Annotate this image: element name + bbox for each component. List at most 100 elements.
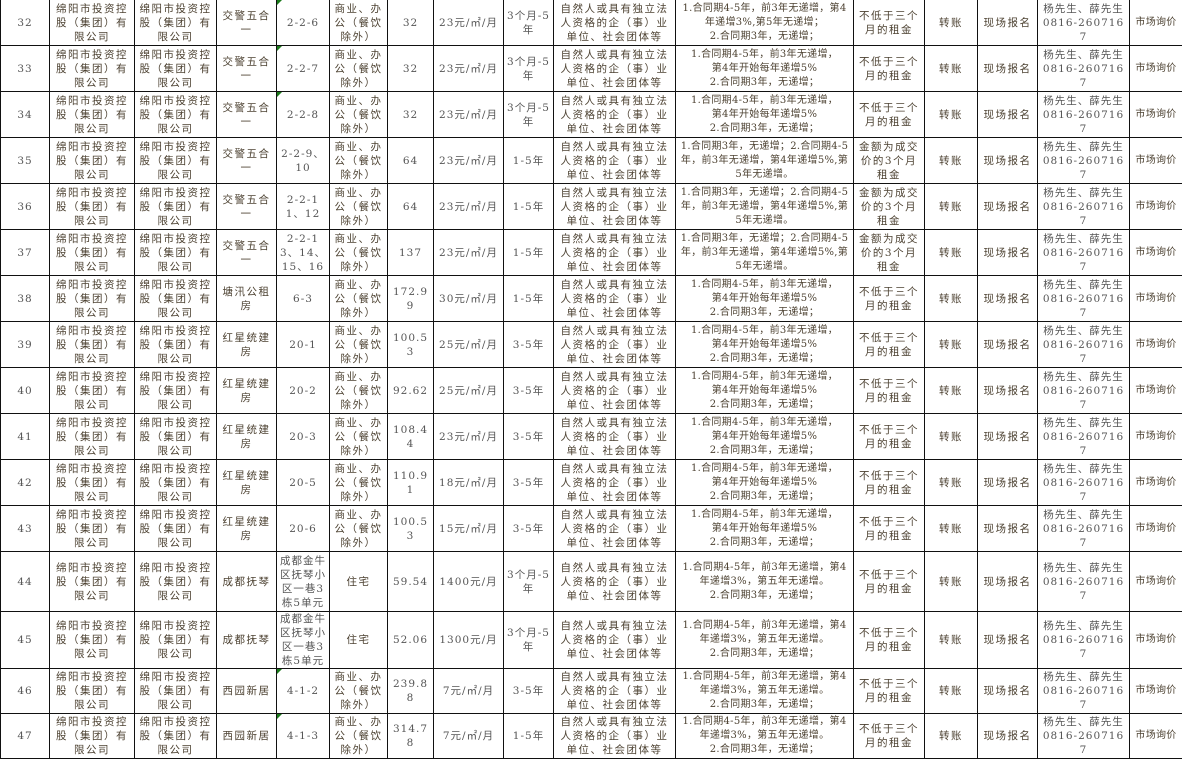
base-price-cell[interactable]: 市场询价 (1129, 367, 1182, 414)
area-cell[interactable]: 239.88 (387, 668, 434, 714)
unit-cell[interactable]: 4-1-2 (276, 668, 330, 714)
row-number[interactable]: 37 (0, 229, 50, 276)
base-price-cell[interactable]: 市场询价 (1129, 668, 1182, 714)
owner-cell[interactable]: 绵阳市投资控股（集团）有限公司 (134, 713, 217, 759)
term-cell[interactable]: 3个月-5年 (503, 551, 554, 612)
use-cell[interactable]: 住宅 (329, 611, 388, 669)
price-cell[interactable]: 25元/㎡/月 (433, 367, 504, 414)
contact-cell[interactable]: 杨先生、薛先生 0816-2607167 (1037, 275, 1130, 322)
price-cell[interactable]: 7元/㎡/月 (433, 713, 504, 759)
requirement-cell[interactable]: 自然人或具有独立法人资格的企（事）业单位、社会团体等 (553, 229, 676, 276)
use-cell[interactable]: 商业、办公（餐饮除外） (329, 229, 388, 276)
row-number[interactable]: 32 (0, 0, 50, 46)
term-cell[interactable]: 3-5年 (503, 367, 554, 414)
payment-cell[interactable]: 转账 (924, 668, 978, 714)
owner-cell[interactable]: 绵阳市投资控股（集团）有限公司 (134, 505, 217, 552)
use-cell[interactable]: 商业、办公（餐饮除外） (329, 91, 388, 138)
project-cell[interactable]: 红星统建房 (216, 413, 277, 460)
increment-cell[interactable]: 1.合同期4-5年，前3年无递增，第4年递增3%，第五年无递增。 2.合同期3年… (675, 551, 854, 612)
project-cell[interactable]: 交警五合一 (216, 229, 277, 276)
unit-cell[interactable]: 2-2-13、14、15、16 (276, 229, 330, 276)
row-number[interactable]: 34 (0, 91, 50, 138)
registration-cell[interactable]: 现场报名 (977, 413, 1038, 460)
term-cell[interactable]: 3-5年 (503, 668, 554, 714)
price-cell[interactable]: 23元/㎡/月 (433, 413, 504, 460)
term-cell[interactable]: 3-5年 (503, 413, 554, 460)
registration-cell[interactable]: 现场报名 (977, 321, 1038, 368)
deposit-cell[interactable]: 不低于三个月的租金 (853, 45, 925, 92)
registration-cell[interactable]: 现场报名 (977, 367, 1038, 414)
price-cell[interactable]: 23元/㎡/月 (433, 229, 504, 276)
contact-cell[interactable]: 杨先生、薛先生 0816-2607167 (1037, 321, 1130, 368)
requirement-cell[interactable]: 自然人或具有独立法人资格的企（事）业单位、社会团体等 (553, 713, 676, 759)
area-cell[interactable]: 92.62 (387, 367, 434, 414)
area-cell[interactable]: 59.54 (387, 551, 434, 612)
requirement-cell[interactable]: 自然人或具有独立法人资格的企（事）业单位、社会团体等 (553, 0, 676, 46)
row-number[interactable]: 47 (0, 713, 50, 759)
payment-cell[interactable]: 转账 (924, 45, 978, 92)
deposit-cell[interactable]: 金额为成交价的3个月租金 (853, 137, 925, 184)
owner-cell[interactable]: 绵阳市投资控股（集团）有限公司 (134, 551, 217, 612)
registration-cell[interactable]: 现场报名 (977, 611, 1038, 669)
owner-cell[interactable]: 绵阳市投资控股（集团）有限公司 (134, 91, 217, 138)
project-cell[interactable]: 红星统建房 (216, 505, 277, 552)
requirement-cell[interactable]: 自然人或具有独立法人资格的企（事）业单位、社会团体等 (553, 275, 676, 322)
registration-cell[interactable]: 现场报名 (977, 668, 1038, 714)
term-cell[interactable]: 1-5年 (503, 713, 554, 759)
base-price-cell[interactable]: 市场询价 (1129, 413, 1182, 460)
price-cell[interactable]: 25元/㎡/月 (433, 321, 504, 368)
payment-cell[interactable]: 转账 (924, 459, 978, 506)
increment-cell[interactable]: 1.合同期4-5年，前3年无递增， 第4年开始每年递增5% 2.合同期3年，无递… (675, 275, 854, 322)
owner-cell[interactable]: 绵阳市投资控股（集团）有限公司 (134, 611, 217, 669)
payment-cell[interactable]: 转账 (924, 183, 978, 230)
base-price-cell[interactable]: 市场询价 (1129, 551, 1182, 612)
increment-cell[interactable]: 1.合同期4-5年，前3年无递增，第4年递增3%，第五年无递增。 2.合同期3年… (675, 611, 854, 669)
base-price-cell[interactable]: 市场询价 (1129, 611, 1182, 669)
term-cell[interactable]: 3-5年 (503, 505, 554, 552)
lessor-cell[interactable]: 绵阳市投资控股（集团）有限公司 (49, 668, 135, 714)
term-cell[interactable]: 3个月-5年 (503, 45, 554, 92)
owner-cell[interactable]: 绵阳市投资控股（集团）有限公司 (134, 668, 217, 714)
term-cell[interactable]: 1-5年 (503, 183, 554, 230)
contact-cell[interactable]: 杨先生、薛先生 0816-2607167 (1037, 505, 1130, 552)
unit-cell[interactable]: 20-6 (276, 505, 330, 552)
requirement-cell[interactable]: 自然人或具有独立法人资格的企（事）业单位、社会团体等 (553, 413, 676, 460)
requirement-cell[interactable]: 自然人或具有独立法人资格的企（事）业单位、社会团体等 (553, 668, 676, 714)
term-cell[interactable]: 1-5年 (503, 137, 554, 184)
contact-cell[interactable]: 杨先生、薛先生 0816-2607167 (1037, 183, 1130, 230)
area-cell[interactable]: 64 (387, 137, 434, 184)
increment-cell[interactable]: 1.合同期4-5年，前3年无递增， 第4年开始每年递增5% 2.合同期3年，无递… (675, 45, 854, 92)
deposit-cell[interactable]: 不低于三个月的租金 (853, 275, 925, 322)
increment-cell[interactable]: 1.合同期3年，无递增；2.合同期4-5年，前3年无递增，第4年递增5%,第5年… (675, 137, 854, 184)
deposit-cell[interactable]: 不低于三个月的租金 (853, 0, 925, 46)
row-number[interactable]: 38 (0, 275, 50, 322)
deposit-cell[interactable]: 金额为成交价的3个月租金 (853, 229, 925, 276)
term-cell[interactable]: 1-5年 (503, 229, 554, 276)
lessor-cell[interactable]: 绵阳市投资控股（集团）有限公司 (49, 183, 135, 230)
registration-cell[interactable]: 现场报名 (977, 551, 1038, 612)
unit-cell[interactable]: 4-1-3 (276, 713, 330, 759)
project-cell[interactable]: 塘汛公租房 (216, 275, 277, 322)
payment-cell[interactable]: 转账 (924, 137, 978, 184)
lessor-cell[interactable]: 绵阳市投资控股（集团）有限公司 (49, 91, 135, 138)
use-cell[interactable]: 商业、办公（餐饮除外） (329, 275, 388, 322)
contact-cell[interactable]: 杨先生、薛先生 0816-2607167 (1037, 137, 1130, 184)
deposit-cell[interactable]: 不低于三个月的租金 (853, 459, 925, 506)
row-number[interactable]: 45 (0, 611, 50, 669)
price-cell[interactable]: 23元/㎡/月 (433, 137, 504, 184)
unit-cell[interactable]: 2-2-11、12 (276, 183, 330, 230)
row-number[interactable]: 43 (0, 505, 50, 552)
increment-cell[interactable]: 1.合同期4-5年，前3年无递增，第4年递增3%，第五年无递增。 2.合同期3年… (675, 668, 854, 714)
term-cell[interactable]: 3-5年 (503, 459, 554, 506)
area-cell[interactable]: 172.99 (387, 275, 434, 322)
lessor-cell[interactable]: 绵阳市投资控股（集团）有限公司 (49, 505, 135, 552)
unit-cell[interactable]: 20-5 (276, 459, 330, 506)
increment-cell[interactable]: 1.合同期4-5年，前3年无递增， 第4年开始每年递增5% 2.合同期3年，无递… (675, 505, 854, 552)
increment-cell[interactable]: 1.合同期3年，无递增；2.合同期4-5年，前3年无递增，第4年递增5%,第5年… (675, 183, 854, 230)
price-cell[interactable]: 7元/㎡/月 (433, 668, 504, 714)
owner-cell[interactable]: 绵阳市投资控股（集团）有限公司 (134, 459, 217, 506)
area-cell[interactable]: 100.53 (387, 321, 434, 368)
requirement-cell[interactable]: 自然人或具有独立法人资格的企（事）业单位、社会团体等 (553, 91, 676, 138)
lessor-cell[interactable]: 绵阳市投资控股（集团）有限公司 (49, 459, 135, 506)
increment-cell[interactable]: 1.合同期4-5年，前3年无递增，第4年递增3%，第五年无递增。 2.合同期3年… (675, 713, 854, 759)
